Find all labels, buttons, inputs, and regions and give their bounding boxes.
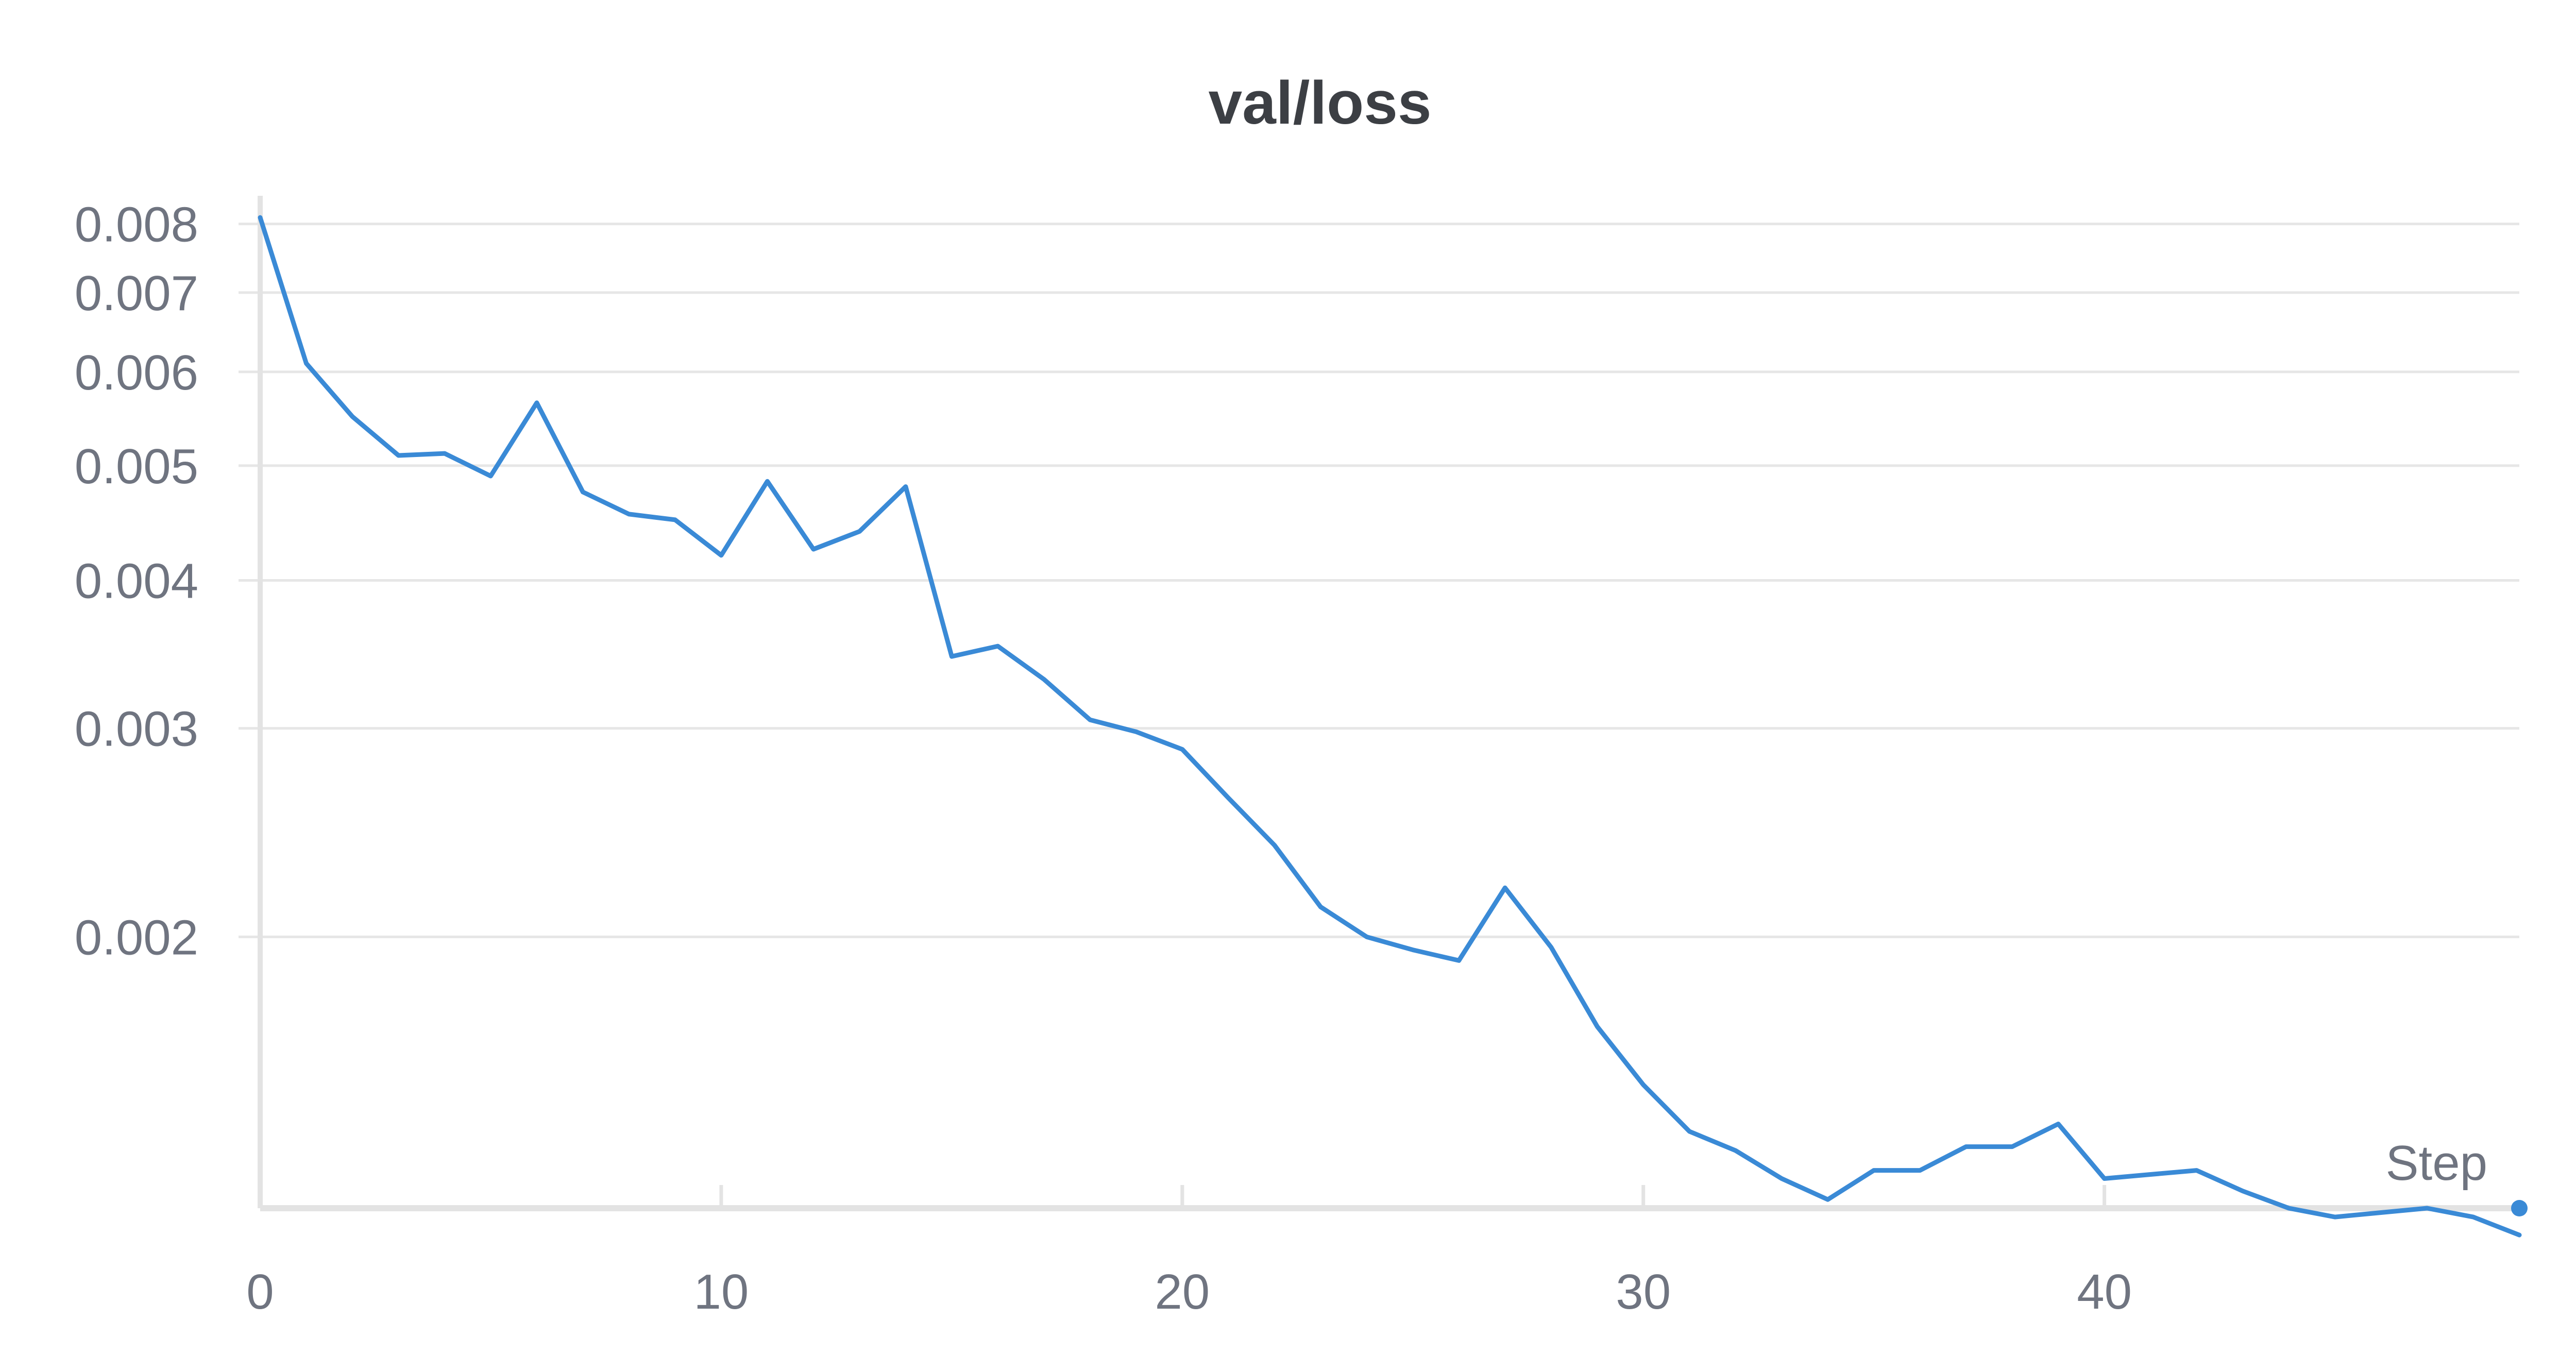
y-tick-label: 0.007 xyxy=(75,266,198,321)
x-tick-label: 30 xyxy=(1616,1264,1671,1319)
y-tick-label: 0.003 xyxy=(75,702,198,757)
x-axis-label: Step xyxy=(2386,1136,2487,1191)
axes: 0.008 0.007 0.006 0.005 0.004 0.003 0.002 0 10 20… xyxy=(75,196,2519,1319)
x-tick-label: 40 xyxy=(2077,1264,2132,1319)
y-tick-label: 0.008 xyxy=(75,197,198,252)
gridlines xyxy=(260,223,2519,938)
y-tick-label: 0.002 xyxy=(75,910,198,965)
x-tick-label: 20 xyxy=(1155,1264,1210,1319)
series-layer xyxy=(258,215,2528,1238)
y-tick-label: 0.004 xyxy=(75,553,198,608)
y-tick-label: 0.006 xyxy=(75,345,198,400)
series-line xyxy=(258,215,2522,1238)
x-tick-label: 0 xyxy=(246,1264,274,1319)
x-tick-label: 10 xyxy=(694,1264,749,1319)
y-tick-label: 0.005 xyxy=(75,439,198,494)
series-end-point xyxy=(2511,1200,2528,1216)
chart-title: val/loss xyxy=(1209,69,1432,137)
